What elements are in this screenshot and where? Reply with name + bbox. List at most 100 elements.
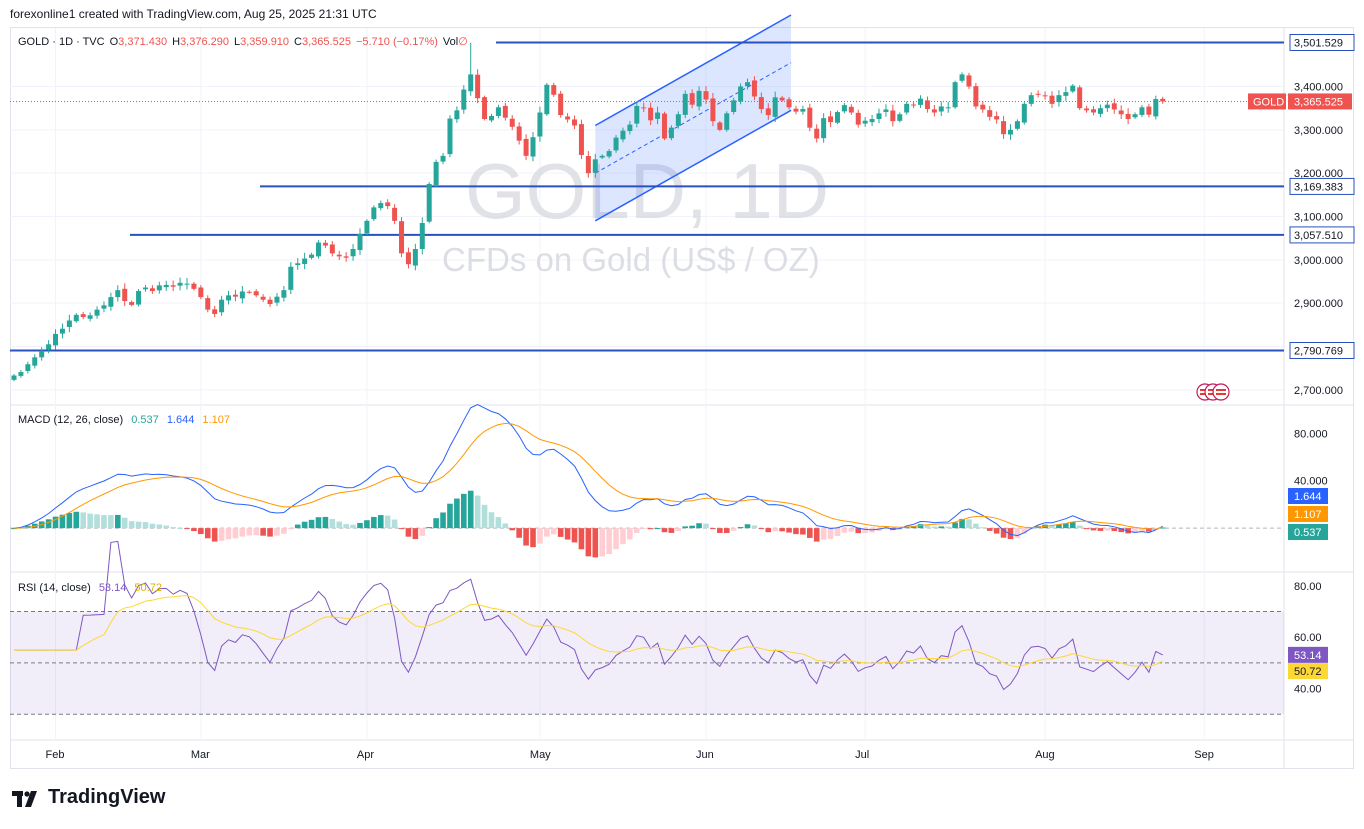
macd-tick-label: 80.000 <box>1294 428 1328 440</box>
macd-hist-bar <box>1000 528 1007 538</box>
macd-hist-bar <box>412 528 419 540</box>
macd-hist-bar <box>11 528 17 530</box>
macd-hist-bar <box>343 524 349 529</box>
macd-hist-bar <box>647 528 654 530</box>
candle-body <box>786 99 792 108</box>
macd-hist-bar <box>377 515 384 529</box>
tradingview-mark-icon <box>12 790 42 807</box>
macd-hist-bar <box>793 528 799 535</box>
candle-body <box>578 124 584 155</box>
macd-hist-bar <box>765 528 772 533</box>
macd-hist-bar <box>45 519 52 529</box>
macd-hist-bar <box>488 512 495 529</box>
candle-body <box>59 328 65 334</box>
macd-hist-bar <box>841 528 848 533</box>
macd-axis-value: 1.107 <box>1294 509 1322 521</box>
level-label-box <box>1289 226 1355 244</box>
symbol-tag-box <box>1248 93 1286 110</box>
candle-body <box>592 159 598 173</box>
price-legend: GOLD · 1D · TVC O3,371.430 H3,376.290 L3,35… <box>18 36 468 48</box>
candle-body <box>260 296 266 300</box>
change-value: −5.710 (−0.17%) <box>355 36 438 48</box>
candle-body <box>336 254 342 257</box>
macd-hist-bar <box>834 528 841 537</box>
macd-hist-bar <box>550 528 557 535</box>
candle-body <box>129 302 135 305</box>
candle-body <box>945 107 951 109</box>
macd-hist-bar <box>613 528 619 550</box>
candle-body <box>322 242 328 246</box>
candle-body <box>1007 129 1013 135</box>
candle-body <box>399 221 405 254</box>
macd-hist-bar <box>315 517 322 529</box>
publish-caption: forexonline1 created with TradingView.co… <box>10 7 377 21</box>
chart-frame <box>10 27 1354 769</box>
macd-hist-bar <box>1139 528 1145 532</box>
candle-body <box>156 285 162 291</box>
rsi-ma-line <box>14 595 1163 668</box>
candle-body <box>620 130 626 140</box>
macd-hist-bar <box>903 527 910 529</box>
candle-body <box>696 90 702 107</box>
candle-body <box>115 290 121 298</box>
macd-hist-bar <box>578 528 585 550</box>
candle-body <box>212 309 218 314</box>
candle-body <box>627 124 633 132</box>
macd-hist-bar <box>1014 528 1021 538</box>
macd-hist-bar <box>87 513 93 529</box>
high-value: 3,376.290 <box>180 36 229 48</box>
rsi-legend[interactable]: RSI (14, close) 53.14 50.72 <box>18 582 167 594</box>
candle-body <box>1091 109 1097 113</box>
macd-hist-bar <box>980 527 986 529</box>
macd-hist-bar <box>225 528 232 540</box>
macd-hist-bar <box>807 528 813 538</box>
macd-axis-value: 1.644 <box>1294 491 1322 503</box>
candle-body <box>516 126 522 141</box>
candle-body <box>371 207 377 220</box>
symbol-label[interactable]: GOLD · 1D · TVC <box>18 36 105 48</box>
us-flag-stripe-icon <box>1216 389 1226 391</box>
macd-hist-bar <box>80 512 86 529</box>
rsi-line <box>14 540 1163 691</box>
candle-body <box>142 287 148 290</box>
macd-hist-bar <box>1125 528 1131 534</box>
macd-hist-bar <box>973 523 979 529</box>
candle-body <box>1001 121 1007 135</box>
candle-body <box>1146 106 1152 115</box>
current-price-label: 3,365.525 <box>1294 96 1343 108</box>
month-tick-label: Jul <box>855 749 869 761</box>
channel-lower-line <box>594 109 792 222</box>
tradingview-logo[interactable]: TradingView <box>12 786 165 809</box>
candle-body <box>502 105 508 118</box>
macd-hist-bar <box>474 495 481 529</box>
macd-hist-bar <box>391 519 398 529</box>
macd-hist-value: 0.537 <box>131 414 159 426</box>
volume-label[interactable]: Vol <box>442 36 459 48</box>
candle-body <box>295 263 301 266</box>
candle-body <box>841 105 847 112</box>
macd-hist-bar <box>820 528 827 540</box>
level-label-box <box>1289 34 1355 52</box>
macd-hist-bar <box>710 528 716 530</box>
macd-hist-bar <box>461 493 467 529</box>
macd-hist-bar <box>910 525 917 529</box>
candle-body <box>253 291 259 296</box>
candle-body <box>821 118 827 139</box>
rsi-ma-value: 50.72 <box>134 582 162 594</box>
macd-hist-bar <box>121 517 128 529</box>
macd-hist-bar <box>1132 528 1138 534</box>
macd-hist-bar <box>329 518 336 529</box>
candle-body <box>1111 103 1117 110</box>
macd-legend[interactable]: MACD (12, 26, close) 0.537 1.644 1.107 <box>18 414 235 426</box>
low-value: 3,359.910 <box>240 36 290 48</box>
candle-body <box>551 85 557 95</box>
candle-body <box>1049 95 1055 104</box>
candle-body <box>288 266 294 290</box>
macd-hist-bar <box>198 528 204 535</box>
candle-body <box>495 107 501 116</box>
candle-body <box>191 283 197 289</box>
macd-hist-bar <box>73 511 80 529</box>
macd-hist-bar <box>599 528 605 557</box>
close-value: 3,365.525 <box>302 36 351 48</box>
